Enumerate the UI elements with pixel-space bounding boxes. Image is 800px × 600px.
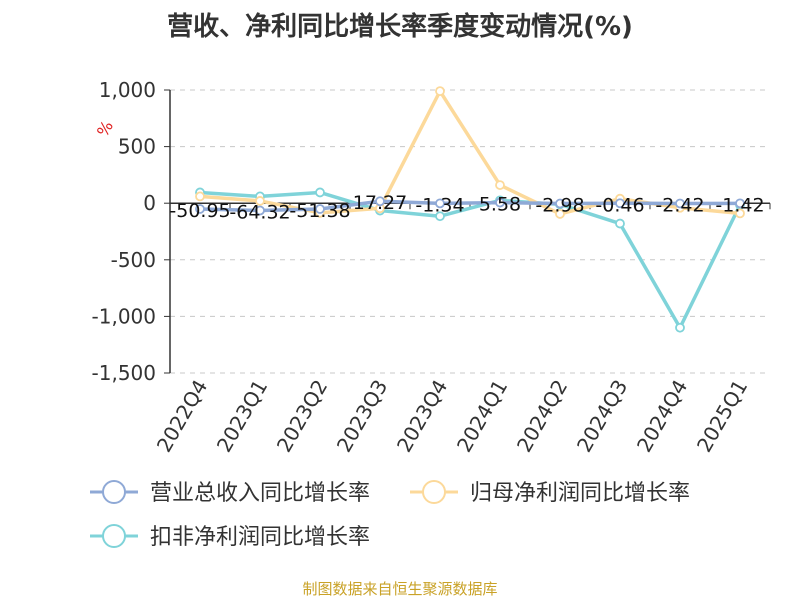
x-tick-label: 2024Q3 [572,376,632,457]
data-point [195,191,205,202]
y-tick-label: -1,500 [92,361,156,385]
source-note: 制图数据来自恒生聚源数据库 [302,580,498,598]
x-tick-label: 2023Q2 [272,376,332,457]
data-point [375,196,385,207]
y-tick-label: 500 [118,135,156,159]
y-tick-label: -500 [111,248,156,272]
legend-marker [102,524,126,548]
data-labels: -50.95-64.32-51.38 17.27 -1.34 5.58 -2.98 -0.… [169,192,764,223]
y-unit-label: % [93,117,117,140]
x-tick-label: 2024Q2 [512,376,572,457]
data-label: -0.46 [595,194,644,216]
data-point [435,198,445,209]
x-tick-label: 2022Q4 [152,376,212,457]
y-tick-label: 1,000 [99,78,156,102]
data-label: 17.27 [353,192,407,214]
data-point [555,198,565,209]
x-tick-label: 2025Q1 [692,376,752,457]
data-point [615,198,625,209]
data-label: -1.34 [415,194,464,216]
data-point [675,198,685,209]
y-tick-label: -1,000 [92,304,156,328]
x-tick-label: 2024Q1 [452,376,512,457]
data-label: -2.42 [655,194,704,216]
series-lines [195,86,745,333]
y-tick-label: 0 [143,191,156,215]
data-label: -64.32 [229,201,290,223]
data-point [735,208,745,219]
series-line [199,199,741,213]
data-point [315,204,325,214]
legend-label: 扣非净利润同比增长率 [150,525,370,550]
data-point [675,322,685,333]
data-label: -1.42 [715,194,764,216]
x-tick-label: 2023Q3 [332,376,392,457]
x-tick-label: 2024Q4 [632,376,692,457]
legend-label: 营业总收入同比增长率 [150,481,370,506]
data-point [495,180,505,190]
data-point [315,187,325,198]
data-label: -2.98 [535,195,584,217]
data-point [495,197,505,208]
data-point [195,204,205,214]
legend-item: 归母净利润同比增长率 [410,480,690,506]
data-point [435,211,445,222]
data-point [735,198,745,209]
series-line [199,190,742,330]
legend-item: 扣非净利润同比增长率 [90,524,370,550]
legend-label: 归母净利润同比增长率 [470,481,690,506]
x-tick-label: 2023Q4 [392,376,452,457]
data-label: -51.38 [289,200,350,222]
data-point [255,205,265,216]
chart-title: 营收、净利同比增长率季度变动情况(%) [167,12,633,42]
data-point [435,86,445,97]
data-label: 5.58 [479,194,521,216]
data-label: -50.95 [169,200,230,222]
x-tick-label: 2023Q1 [212,376,272,457]
legend-marker [102,480,126,504]
data-point [255,196,265,206]
legend-item: 营业总收入同比增长率 [90,480,370,506]
data-point [555,209,565,219]
legend-marker [422,480,446,504]
data-point [615,218,625,229]
